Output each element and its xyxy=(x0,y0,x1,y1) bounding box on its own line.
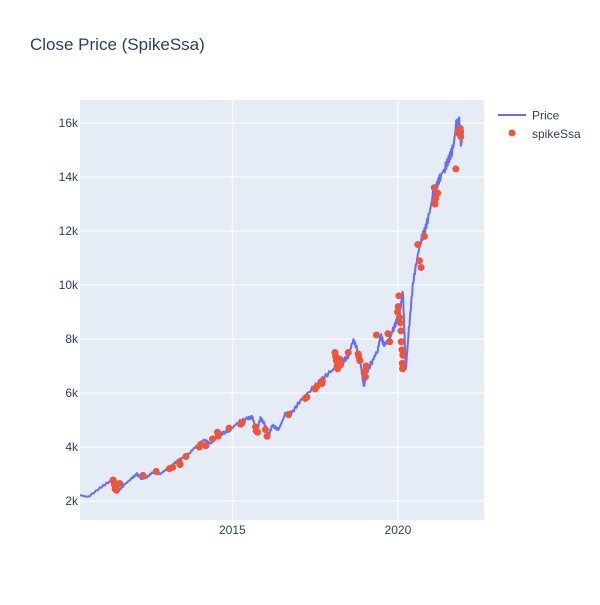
spike-marker xyxy=(397,338,405,346)
spike-marker xyxy=(361,367,369,375)
spike-marker xyxy=(396,319,404,327)
spike-marker xyxy=(261,426,269,434)
spike-marker xyxy=(372,331,380,339)
legend-price-label[interactable]: Price xyxy=(532,109,560,123)
spike-marker xyxy=(386,338,394,346)
spike-marker xyxy=(397,327,405,335)
spike-marker xyxy=(430,184,438,192)
spike-marker xyxy=(394,303,402,311)
spike-marker xyxy=(356,357,364,365)
spike-marker xyxy=(182,453,190,461)
axis-ticks: 2k 4k 6k 8k 10k 12k 14k 16k 2015 2020 xyxy=(59,116,412,537)
x-tick-label: 2020 xyxy=(385,523,412,537)
spike-marker xyxy=(420,232,428,240)
plot-background xyxy=(80,100,484,520)
spike-marker xyxy=(434,189,442,197)
y-tick-label: 2k xyxy=(65,494,79,508)
y-tick-label: 14k xyxy=(59,170,79,184)
spike-marker xyxy=(344,349,352,357)
spike-marker xyxy=(225,424,233,432)
spike-marker xyxy=(139,471,147,479)
grid xyxy=(80,100,484,520)
spike-marker xyxy=(303,393,311,401)
spike-marker xyxy=(208,435,216,443)
y-tick-label: 16k xyxy=(59,116,79,130)
spike-marker xyxy=(394,308,402,316)
spike-marker xyxy=(395,292,403,300)
spike-marker xyxy=(238,419,246,427)
spike-marker xyxy=(318,377,326,385)
y-tick-label: 6k xyxy=(65,386,79,400)
x-tick-label: 2015 xyxy=(219,523,246,537)
spike-marker xyxy=(336,355,344,363)
spike-marker xyxy=(415,257,423,265)
spike-marker xyxy=(457,132,465,140)
y-tick-label: 12k xyxy=(59,224,79,238)
spike-marker xyxy=(431,200,439,208)
spike-marker xyxy=(361,373,369,381)
spike-marker xyxy=(417,263,425,271)
spike-marker xyxy=(263,432,271,440)
spike-marker xyxy=(398,359,406,367)
spike-marker xyxy=(399,365,407,373)
spike-marker xyxy=(202,442,210,450)
legend[interactable]: Price spikeSsa xyxy=(498,109,581,142)
spike-marker xyxy=(152,467,160,475)
spike-marker xyxy=(452,165,460,173)
spike-marker xyxy=(112,486,120,494)
spike-marker xyxy=(169,463,177,471)
spike-marker xyxy=(214,432,222,440)
spike-marker xyxy=(116,480,124,488)
spike-marker xyxy=(285,411,293,419)
spike-marker xyxy=(398,346,406,354)
spike-marker xyxy=(253,428,261,436)
spike-marker xyxy=(384,330,392,338)
spike-marker xyxy=(399,351,407,359)
y-tick-label: 8k xyxy=(65,332,79,346)
legend-spike-marker-icon xyxy=(508,129,516,137)
chart-title: Close Price (SpikeSsa) xyxy=(30,35,205,54)
spike-marker xyxy=(337,361,345,369)
spike-marker xyxy=(396,313,404,321)
y-tick-label: 4k xyxy=(65,440,79,454)
y-tick-label: 10k xyxy=(59,278,79,292)
spike-marker xyxy=(362,362,370,370)
spike-marker xyxy=(432,195,440,203)
plot-area xyxy=(80,116,465,498)
spike-marker xyxy=(176,461,184,469)
legend-spike-label[interactable]: spikeSsa xyxy=(532,127,581,141)
spike-marker xyxy=(414,241,422,249)
spike-marker xyxy=(456,124,464,132)
